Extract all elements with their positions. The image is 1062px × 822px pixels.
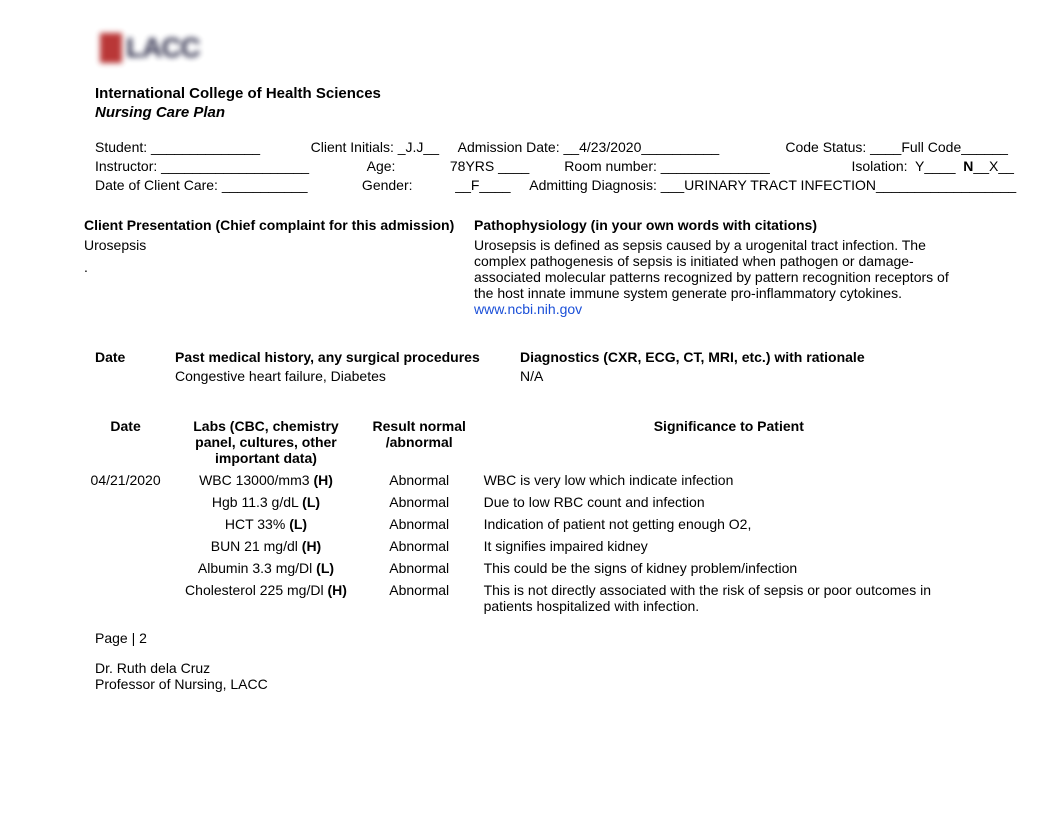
table-row: BUN 21 mg/dl (H)AbnormalIt signifies imp… — [82, 536, 980, 556]
labs-significance-cell: This could be the signs of kidney proble… — [478, 558, 980, 578]
labs-significance-cell: This is not directly associated with the… — [478, 580, 980, 616]
history-diag-head: Diagnostics (CXR, ECG, CT, MRI, etc.) wi… — [520, 349, 960, 365]
labs-head-lab: Labs (CBC, chemistry panel, cultures, ot… — [171, 416, 361, 468]
labs-flag: (L) — [302, 494, 320, 510]
labs-significance-cell: It signifies impaired kidney — [478, 536, 980, 556]
isolation-n: N — [963, 158, 973, 174]
labs-lab-cell: WBC 13000/mm3 (H) — [171, 470, 361, 490]
presentation-head: Client Presentation (Chief complaint for… — [84, 217, 466, 233]
labs-significance-cell: Due to low RBC count and infection — [478, 492, 980, 512]
signer-name: Dr. Ruth dela Cruz — [95, 660, 982, 676]
logo-mark-icon — [100, 33, 122, 63]
history-hist-col: Past medical history, any surgical proce… — [175, 349, 520, 384]
labs-date-cell — [82, 580, 169, 616]
table-row: Cholesterol 225 mg/Dl (H)AbnormalThis is… — [82, 580, 980, 616]
labs-result-cell: Abnormal — [363, 580, 476, 616]
page-footer: Page | 2 Dr. Ruth dela Cruz Professor of… — [95, 630, 982, 692]
labs-result-cell: Abnormal — [363, 536, 476, 556]
logo-text: LACC — [126, 32, 200, 64]
history-diag-col: Diagnostics (CXR, ECG, CT, MRI, etc.) wi… — [520, 349, 960, 384]
table-row: 04/21/2020WBC 13000/mm3 (H)AbnormalWBC i… — [82, 470, 980, 490]
labs-result-cell: Abnormal — [363, 492, 476, 512]
page-root: LACC International College of Health Sci… — [0, 0, 1062, 712]
labs-flag: (L) — [289, 516, 307, 532]
patho-head: Pathophysiology (in your own words with … — [474, 217, 966, 233]
labs-date-cell — [82, 536, 169, 556]
table-row: Hgb 11.3 g/dL (L)AbnormalDue to low RBC … — [82, 492, 980, 512]
labs-lab-cell: BUN 21 mg/dl (H) — [171, 536, 361, 556]
labs-significance-cell: WBC is very low which indicate infection — [478, 470, 980, 490]
doc-title: Nursing Care Plan — [95, 104, 982, 121]
labs-flag: (L) — [316, 560, 334, 576]
labs-head-row: Date Labs (CBC, chemistry panel, culture… — [82, 416, 980, 468]
history-hist-val: Congestive heart failure, Diabetes — [175, 368, 520, 384]
labs-flag: (H) — [313, 472, 332, 488]
labs-head-res: Result normal /abnormal — [363, 416, 476, 468]
labs-flag: (H) — [327, 582, 346, 598]
patho-link[interactable]: www.ncbi.nih.gov — [474, 301, 966, 317]
presentation-block: Client Presentation (Chief complaint for… — [80, 215, 470, 319]
labs-date-cell: 04/21/2020 — [82, 470, 169, 490]
labs-flag: (H) — [302, 538, 321, 554]
patho-block: Pathophysiology (in your own words with … — [470, 215, 970, 319]
table-row: HCT 33% (L)AbnormalIndication of patient… — [82, 514, 980, 534]
org-logo: LACC — [100, 20, 240, 75]
labs-result-cell: Abnormal — [363, 470, 476, 490]
presentation-body: Urosepsis — [84, 237, 466, 253]
labs-date-cell — [82, 492, 169, 512]
labs-date-cell — [82, 514, 169, 534]
labs-lab-text: Hgb 11.3 g/dL — [212, 494, 302, 510]
history-hist-head: Past medical history, any surgical proce… — [175, 349, 520, 365]
info-line-1: Student: ______________ Client Initials:… — [95, 139, 982, 155]
history-date-head: Date — [95, 349, 175, 365]
info-line-2-post: __X__ — [973, 158, 1013, 174]
labs-lab-text: BUN 21 mg/dl — [211, 538, 302, 554]
page-number: Page | 2 — [95, 630, 982, 646]
history-row: Date Past medical history, any surgical … — [80, 349, 982, 384]
labs-lab-cell: Hgb 11.3 g/dL (L) — [171, 492, 361, 512]
labs-lab-text: Cholesterol 225 mg/Dl — [185, 582, 327, 598]
labs-lab-text: Albumin 3.3 mg/Dl — [198, 560, 316, 576]
labs-significance-cell: Indication of patient not getting enough… — [478, 514, 980, 534]
labs-date-cell — [82, 558, 169, 578]
labs-result-cell: Abnormal — [363, 558, 476, 578]
table-row: Albumin 3.3 mg/Dl (L)AbnormalThis could … — [82, 558, 980, 578]
labs-lab-text: WBC 13000/mm3 — [199, 472, 313, 488]
signer-title: Professor of Nursing, LACC — [95, 676, 982, 692]
labs-lab-text: HCT 33% — [225, 516, 289, 532]
labs-head-date: Date — [82, 416, 169, 468]
patho-body: Urosepsis is defined as sepsis caused by… — [474, 237, 966, 301]
info-line-2-pre: Instructor: ___________________ Age: 78Y… — [95, 158, 963, 174]
labs-head-sig: Significance to Patient — [478, 416, 980, 468]
presentation-patho-row: Client Presentation (Chief complaint for… — [80, 215, 982, 319]
info-line-2: Instructor: ___________________ Age: 78Y… — [95, 158, 982, 174]
labs-lab-cell: Albumin 3.3 mg/Dl (L) — [171, 558, 361, 578]
history-diag-val: N/A — [520, 368, 960, 384]
presentation-dot: . — [84, 259, 466, 275]
history-date-col: Date — [80, 349, 175, 384]
labs-result-cell: Abnormal — [363, 514, 476, 534]
org-name: International College of Health Sciences — [95, 85, 982, 102]
info-line-3: Date of Client Care: ___________ Gender:… — [95, 177, 982, 193]
labs-table: Date Labs (CBC, chemistry panel, culture… — [80, 414, 982, 618]
labs-lab-cell: HCT 33% (L) — [171, 514, 361, 534]
labs-lab-cell: Cholesterol 225 mg/Dl (H) — [171, 580, 361, 616]
